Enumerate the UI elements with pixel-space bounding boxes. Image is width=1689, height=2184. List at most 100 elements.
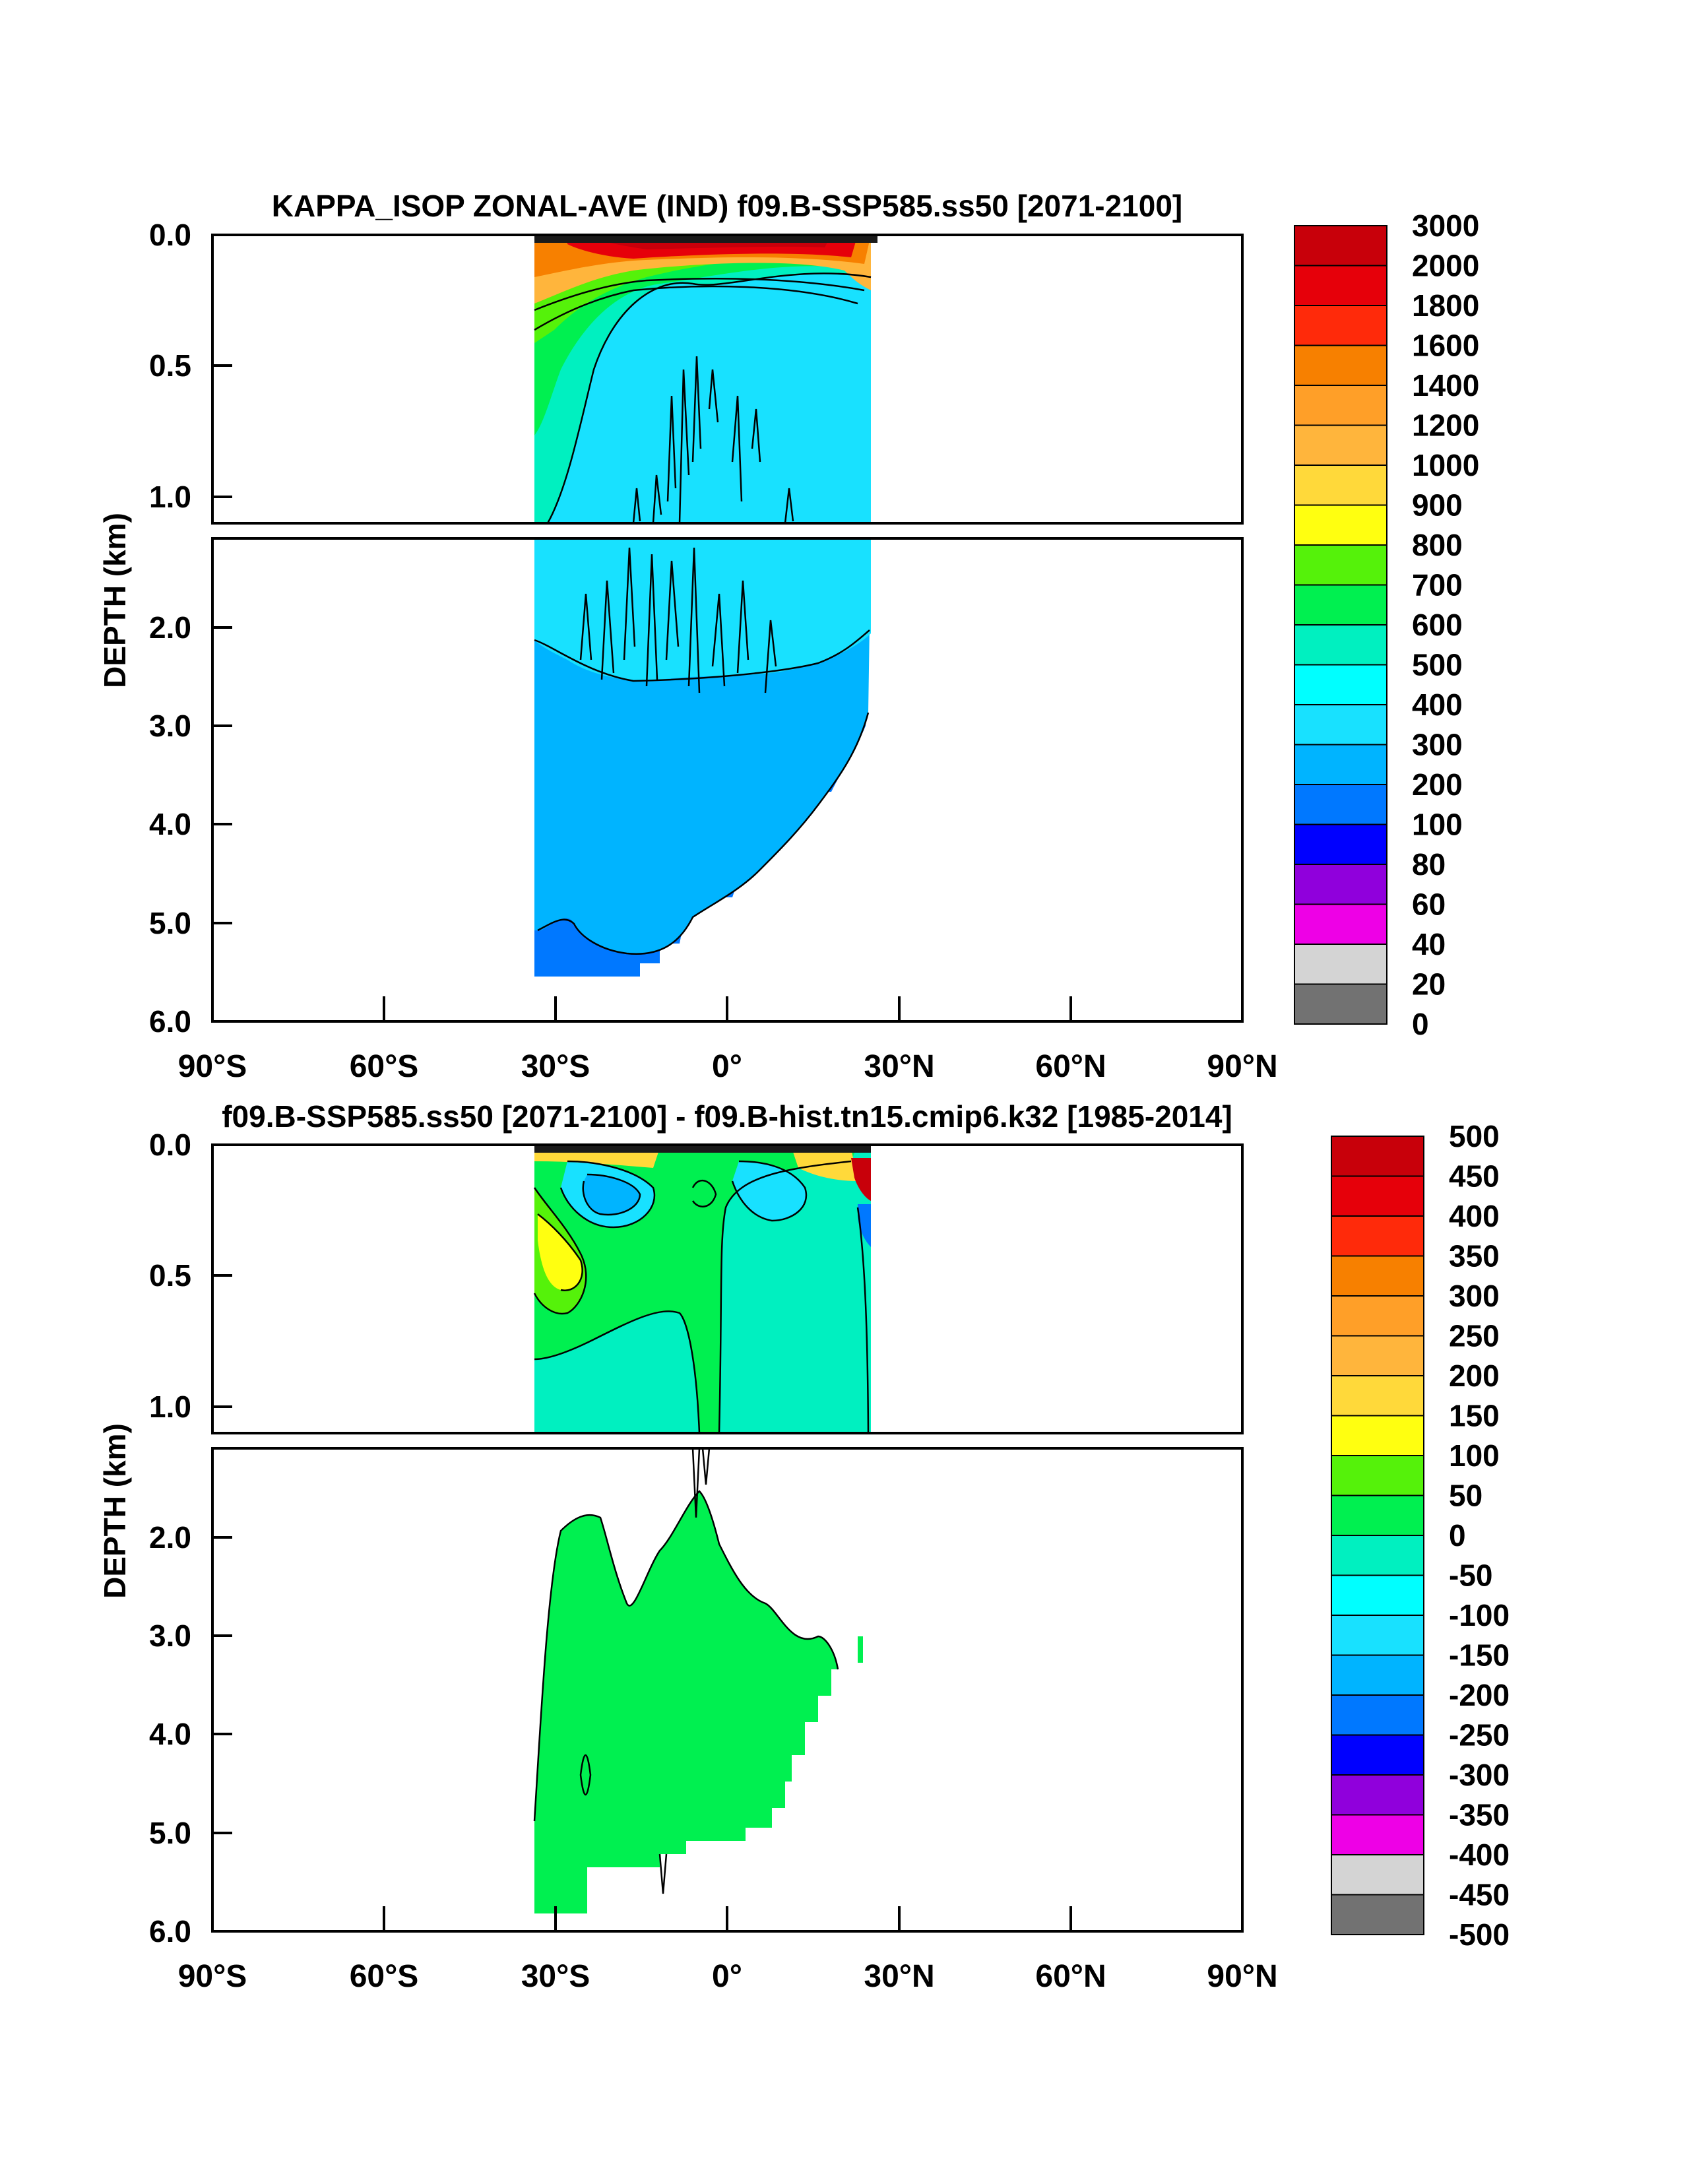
surface-contour-cluster-2: [534, 1145, 871, 1153]
panel-1-y-tick-5.0: 5.0: [149, 906, 191, 940]
colorbar-level-label: 700: [1412, 568, 1463, 602]
colorbar-swatch-16: [1294, 864, 1387, 905]
colorbar-swatch-0: [1331, 1136, 1424, 1177]
colorbar-level-label: 1200: [1412, 408, 1479, 443]
colorbar-level-label: 50: [1449, 1479, 1482, 1513]
colorbar-level-label: 300: [1412, 728, 1463, 762]
colorbar-level-label: 0: [1449, 1518, 1466, 1553]
panel-1-upper-field: [534, 235, 877, 523]
colorbar-level-label: 40: [1412, 927, 1446, 961]
colorbar-level-label: 500: [1412, 648, 1463, 682]
colorbar-swatch-18: [1331, 1854, 1424, 1896]
panel-1-upper-frame: [211, 234, 1244, 525]
colorbar-swatch-6: [1294, 465, 1387, 506]
panel-2-x-ticks: [383, 1906, 1072, 1931]
colorbar-level-label: 1800: [1412, 288, 1479, 323]
colorbar-swatch-8: [1331, 1455, 1424, 1496]
colorbar-swatch-10: [1331, 1535, 1424, 1576]
colorbar-swatch-5: [1331, 1335, 1424, 1376]
panel-1-lower-field: [534, 538, 871, 977]
panel-1: KAPPA_ISOP ZONAL-AVE (IND) f09.B-SSP585.…: [98, 189, 1479, 1084]
fill-band-400: [534, 538, 871, 680]
colorbar-swatch-19: [1294, 983, 1387, 1025]
colorbar-swatch-13: [1331, 1654, 1424, 1696]
panel-2-title: f09.B-SSP585.ss50 [2071-2100] - f09.B-hi…: [222, 1099, 1232, 1134]
fill-band-max-east: [851, 1158, 871, 1201]
panel-2-upper-frame: [211, 1143, 1244, 1434]
colorbar-swatch-2: [1294, 305, 1387, 346]
colorbar-swatch-4: [1294, 385, 1387, 426]
colorbar-swatch-1: [1294, 265, 1387, 306]
colorbar-swatch-3: [1331, 1255, 1424, 1297]
colorbar-level-label: 800: [1412, 528, 1463, 562]
panel-1-title: KAPPA_ISOP ZONAL-AVE (IND) f09.B-SSP585.…: [272, 189, 1183, 223]
surface-contour-cluster: [534, 235, 877, 243]
colorbar-swatch-4: [1331, 1295, 1424, 1337]
fill-band-east-strip: [858, 1636, 863, 1663]
fill-band-min-east: [858, 1204, 871, 1247]
panel-1-y-tick-0.0: 0.0: [149, 218, 191, 252]
colorbar-level-label: 200: [1449, 1359, 1500, 1393]
colorbar-level-label: 350: [1449, 1239, 1500, 1273]
colorbar-level-label: 300: [1449, 1279, 1500, 1313]
colorbar-level-label: -500: [1449, 1917, 1510, 1952]
panel-2-y-tick-5.0: 5.0: [149, 1816, 191, 1850]
panel-2-x-tick-30N: 30°N: [864, 1959, 934, 1994]
colorbar-level-label: 20: [1412, 967, 1446, 1002]
panel-2-y-tick-2.0: 2.0: [149, 1520, 191, 1555]
colorbar-swatch-9: [1294, 584, 1387, 626]
colorbar-level-label: 400: [1449, 1199, 1500, 1233]
colorbar-level-label: 1400: [1412, 368, 1479, 402]
panel-1-x-tick-60N: 60°N: [1035, 1049, 1106, 1084]
panel-2-lower-y-ticks: [212, 1536, 232, 1834]
panel-2-upper-field: [533, 1145, 871, 1433]
colorbar-swatch-3: [1294, 344, 1387, 386]
panel-1-y-tick-2.0: 2.0: [149, 610, 191, 645]
panel-2-upper-y-ticks: [212, 1143, 232, 1408]
colorbar-swatch-13: [1294, 744, 1387, 785]
colorbar-swatch-12: [1331, 1615, 1424, 1656]
fill-band-0-to-50-deep: [534, 1491, 838, 1913]
colorbar-swatch-7: [1294, 504, 1387, 546]
colorbar-swatch-8: [1294, 544, 1387, 586]
panel-1-y-tick-3.0: 3.0: [149, 709, 191, 743]
colorbar-level-label: -350: [1449, 1798, 1510, 1832]
fill-band-positive-surface: [534, 1148, 660, 1168]
colorbar-level-label: 500: [1449, 1119, 1500, 1153]
colorbar-level-label: -250: [1449, 1718, 1510, 1752]
colorbar-level-label: -150: [1449, 1638, 1510, 1673]
colorbar-swatch-5: [1294, 424, 1387, 466]
colorbar-swatch-10: [1294, 624, 1387, 666]
panel-2-colorbar: 500450400350300250200150100500-50-100-15…: [1331, 1119, 1510, 1952]
panel-1-y-axis-label: DEPTH (km): [98, 513, 132, 688]
colorbar-swatch-11: [1331, 1574, 1424, 1616]
colorbar-swatch-17: [1294, 903, 1387, 945]
colorbar-level-label: 400: [1412, 688, 1463, 722]
colorbar-swatch-15: [1331, 1734, 1424, 1776]
colorbar-level-label: 600: [1412, 608, 1463, 642]
panel-1-x-ticks: [383, 996, 1072, 1021]
lower-contour-lines: [534, 547, 870, 955]
panel-2-x-tick-60S: 60°S: [350, 1959, 419, 1994]
panel-1-y-tick-0.5: 0.5: [149, 348, 191, 383]
fill-band-negative-east: [732, 1161, 806, 1221]
colorbar-swatch-18: [1294, 944, 1387, 985]
colorbar-level-label: 200: [1412, 767, 1463, 802]
colorbar-swatch-9: [1331, 1494, 1424, 1536]
colorbar-level-label: 100: [1449, 1438, 1500, 1473]
colorbar-swatch-14: [1294, 784, 1387, 825]
panel-2-y-axis-label: DEPTH (km): [98, 1423, 132, 1599]
colorbar-level-label: 3000: [1412, 209, 1479, 243]
panel-2-y-tick-6.0: 6.0: [149, 1914, 191, 1948]
colorbar-level-label: -300: [1449, 1758, 1510, 1792]
colorbar-swatch-6: [1331, 1375, 1424, 1417]
colorbar-level-label: 450: [1449, 1159, 1500, 1194]
colorbar-level-label: 900: [1412, 488, 1463, 523]
colorbar-swatch-1: [1331, 1175, 1424, 1217]
panel-2-y-tick-0.5: 0.5: [149, 1258, 191, 1293]
colorbar-level-label: 80: [1412, 847, 1446, 882]
colorbar-swatch-11: [1294, 664, 1387, 705]
upper2-contour-lines: [533, 1160, 870, 1433]
panel-1-upper-y-ticks: [212, 234, 232, 498]
fill-band-negative-core: [583, 1174, 640, 1215]
